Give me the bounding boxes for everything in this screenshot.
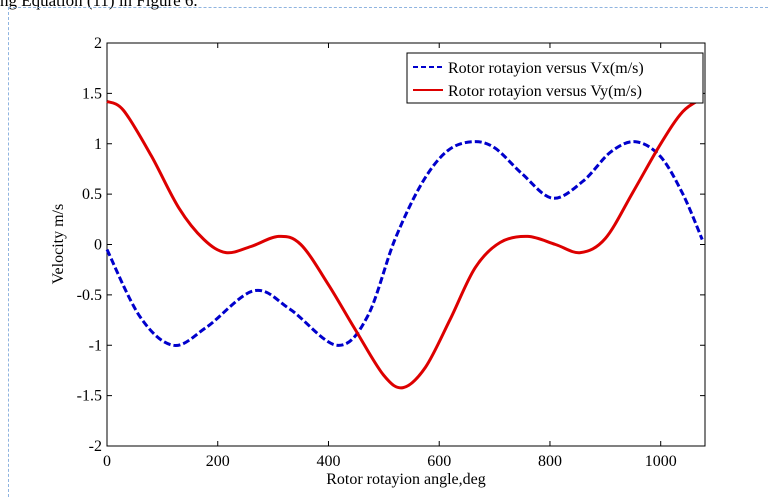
ticks-layer: 0 200 400 600 800 1000 -2 -1.5 -1 -0.5 0 0.5 1 1.5 2	[77, 35, 705, 470]
y-tick-label: 0	[94, 237, 102, 254]
x-tick-label: 800	[538, 453, 562, 470]
legend-box	[406, 52, 704, 104]
legend-label-vy: Rotor rotayion versus Vy(m/s)	[448, 83, 642, 100]
x-axis-label: Rotor rotayion angle,deg	[326, 471, 486, 488]
series-line-vx	[105, 140, 704, 347]
y-tick-label: -1.5	[77, 388, 102, 405]
y-tick-label: 1.5	[82, 85, 102, 102]
y-tick-label: -1	[89, 337, 102, 354]
x-tick-label: 200	[206, 453, 230, 470]
x-tick-label: 600	[427, 453, 451, 470]
y-tick-label: 0.5	[82, 186, 102, 203]
x-tick-label: 1000	[645, 453, 677, 470]
frame-border-left	[8, 7, 9, 497]
y-tick-label: 1	[94, 136, 102, 153]
legend: Rotor rotayion versus Vx(m/s) Rotor rota…	[406, 52, 704, 104]
frame-border-top	[8, 7, 768, 8]
plot-frame	[106, 42, 706, 447]
header-text: ng Equation (11) in Figure 6.	[0, 0, 198, 10]
plot-area: 0 200 400 600 800 1000 -2 -1.5 -1 -0.5 0 0.5 1 1.5 2	[77, 35, 706, 470]
series-layer	[105, 97, 704, 390]
x-tick-label: 400	[316, 453, 340, 470]
y-tick-label: -0.5	[77, 287, 102, 304]
y-axis-label: Velocity m/s	[50, 204, 67, 284]
y-tick-label: -2	[89, 438, 102, 455]
x-tick-label: 0	[103, 453, 111, 470]
y-tick-label: 2	[94, 35, 102, 52]
series-line-vy	[106, 97, 704, 390]
legend-label-vx: Rotor rotayion versus Vx(m/s)	[448, 60, 644, 77]
